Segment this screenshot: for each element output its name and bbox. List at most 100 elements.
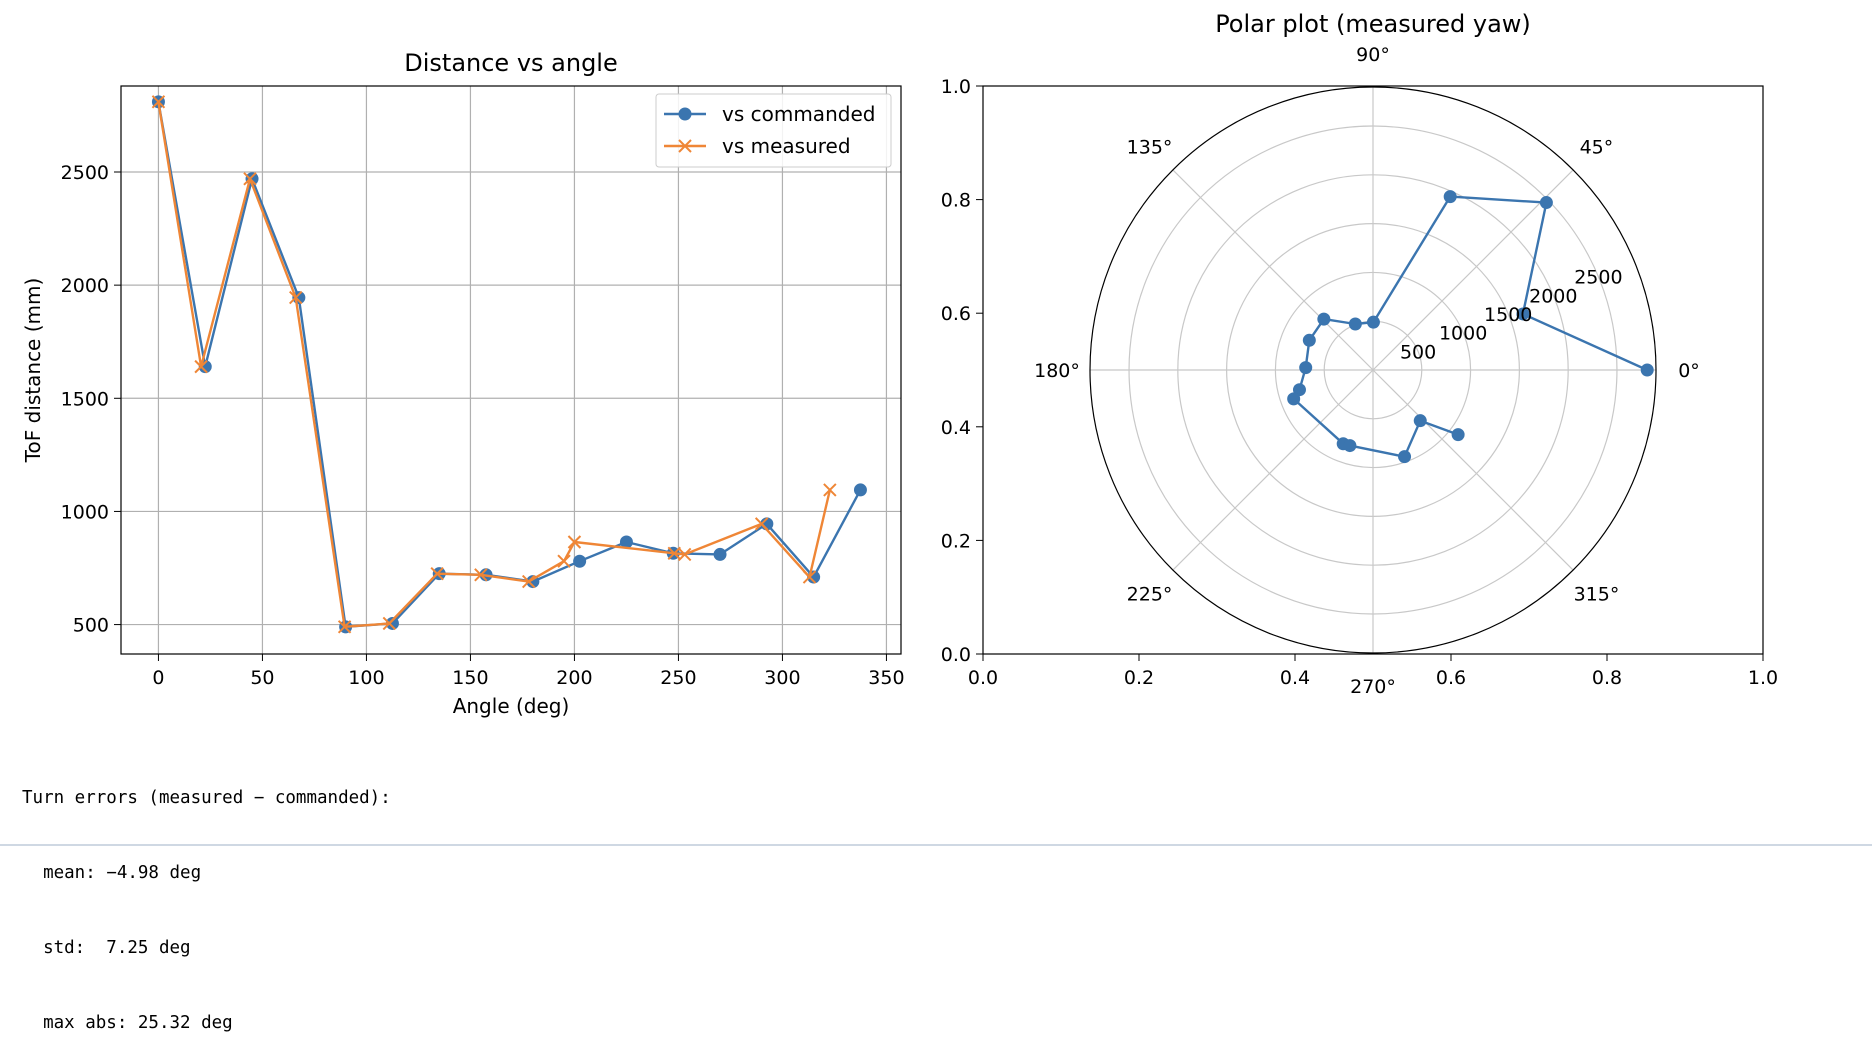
- legend-label-commanded: vs commanded: [722, 102, 875, 126]
- data-point-commanded: [713, 547, 727, 561]
- legend-label-measured: vs measured: [722, 134, 851, 158]
- data-point-measured: [557, 554, 571, 568]
- polar-chart-title: Polar plot (measured yaw): [1215, 10, 1531, 38]
- x-tick-label: 350: [868, 667, 904, 689]
- output-divider: [0, 844, 1872, 846]
- data-point-measured: [151, 95, 166, 109]
- polar-data-point: [1443, 190, 1457, 204]
- polar-data-point: [1398, 450, 1412, 464]
- frame-x-tick-label: 0.2: [1124, 667, 1154, 689]
- frame-y-tick-label: 0.2: [941, 530, 971, 552]
- legend-marker-commanded: [678, 107, 692, 121]
- polar-labels: 0°45°90°135°180°225°270°315°500100015002…: [1034, 44, 1700, 698]
- output-line: mean: −4.98 deg: [22, 863, 202, 883]
- frame-y-tick-label: 0.0: [941, 644, 971, 666]
- output-line: max abs: 25.32 deg: [22, 1013, 233, 1033]
- frame-x-tick-label: 0.0: [968, 667, 998, 689]
- left-series: [151, 95, 867, 634]
- frame-x-tick-label: 1.0: [1748, 667, 1778, 689]
- polar-data-point: [1640, 363, 1654, 377]
- figure: 0 50 100 150 200 250 300 3505001000150020002500…: [21, 10, 1778, 718]
- polar-frame: [982, 85, 1764, 655]
- left-axes-frame: [120, 85, 902, 655]
- frame-x-tick-label: 0.4: [1280, 667, 1310, 689]
- data-point-measured: [382, 616, 397, 631]
- left-ticks: 0 50 100 150 200 250 300 350 500 1000 1500 2000 2500: [61, 162, 905, 689]
- data-point-measured: [289, 290, 303, 305]
- frame-x-tick-label: 0.8: [1592, 667, 1622, 689]
- x-tick-label: 100: [348, 667, 384, 689]
- x-tick-label: 250: [660, 667, 696, 689]
- frame-y-tick-label: 0.6: [941, 303, 971, 325]
- frame-y-tick-label: 0.8: [941, 190, 971, 212]
- legend: vs commanded vs measured: [655, 93, 892, 168]
- data-point-measured: [677, 547, 692, 562]
- left-grid: [121, 86, 901, 654]
- polar-data-point: [1317, 312, 1331, 326]
- x-tick-label: 150: [452, 667, 488, 689]
- data-point-commanded: [619, 535, 633, 549]
- polar-outer-circle: [1089, 86, 1657, 654]
- y-tick-label: 1000: [61, 501, 109, 523]
- theta-tick-label: 135°: [1127, 137, 1173, 159]
- data-point-measured: [194, 359, 208, 374]
- r-tick-label: 1000: [1439, 323, 1487, 345]
- y-tick-label: 2000: [61, 275, 109, 297]
- data-point-measured: [430, 566, 444, 581]
- x-tick-label: 200: [556, 667, 592, 689]
- frame-x-tick-label: 0.6: [1436, 667, 1466, 689]
- angular-gridline: [1172, 169, 1374, 371]
- theta-tick-label: 90°: [1356, 44, 1390, 66]
- y-tick-label: 500: [73, 615, 109, 637]
- polar-data-point: [1366, 315, 1380, 329]
- legend-marker-measured: [678, 139, 692, 153]
- left-y-axis-label: ToF distance (mm): [21, 278, 45, 464]
- polar-data-point: [1413, 414, 1427, 428]
- data-point-commanded: [385, 616, 399, 630]
- angular-gridline: [1172, 369, 1374, 571]
- r-tick-label: 500: [1400, 341, 1436, 363]
- theta-tick-label: 270°: [1350, 676, 1396, 698]
- theta-tick-label: 0°: [1678, 360, 1700, 382]
- polar-data-point: [1343, 439, 1357, 453]
- data-point-measured: [474, 568, 488, 582]
- output-line: Turn errors (measured − commanded):: [22, 788, 391, 808]
- data-point-measured: [754, 517, 769, 531]
- angular-gridline: [1372, 369, 1574, 571]
- distance-chart: 0 50 100 150 200 250 300 350 500 1000 1500 2000 2500…: [21, 49, 905, 718]
- x-tick-label: 50: [250, 667, 274, 689]
- data-point-measured: [567, 535, 582, 549]
- polar-series: [1287, 190, 1654, 464]
- y-tick-label: 1500: [61, 388, 109, 410]
- left-chart-title: Distance vs angle: [404, 49, 618, 77]
- polar-series-line: [1292, 195, 1648, 458]
- polar-chart: 0.0 0.2 0.4 0.6 0.8 1.0 0.0 0.2 0.4 0.6 0.8 1.0 0° 4…: [941, 10, 1778, 698]
- data-point-measured: [823, 483, 837, 497]
- x-tick-label: 300: [764, 667, 800, 689]
- polar-data-point: [1302, 333, 1316, 347]
- legend-box: [655, 93, 892, 168]
- polar-frame-ticks: 0.0 0.2 0.4 0.6 0.8 1.0 0.0 0.2 0.4 0.6 0.8 1.0: [941, 76, 1778, 689]
- data-point-measured: [243, 172, 257, 186]
- theta-tick-label: 45°: [1580, 137, 1614, 159]
- data-point-measured: [337, 620, 352, 634]
- data-point-measured: [802, 570, 817, 584]
- console-output: Turn errors (measured − commanded): mean…: [22, 736, 391, 1061]
- theta-tick-label: 315°: [1574, 583, 1620, 605]
- r-tick-label: 1500: [1484, 304, 1532, 326]
- theta-tick-label: 180°: [1034, 360, 1080, 382]
- data-point-measured: [521, 574, 536, 589]
- polar-data-point: [1299, 361, 1313, 375]
- series-line-commanded: [157, 101, 862, 628]
- polar-data-point: [1348, 317, 1362, 331]
- theta-tick-label: 225°: [1127, 583, 1173, 605]
- polar-grid: [1090, 87, 1656, 653]
- r-tick-label: 2000: [1529, 285, 1577, 307]
- polar-data-point: [1287, 392, 1301, 406]
- left-x-axis-label: Angle (deg): [453, 694, 570, 718]
- r-tick-label: 2500: [1574, 267, 1622, 289]
- polar-data-point: [1516, 307, 1530, 321]
- data-point-commanded: [573, 554, 587, 568]
- data-point-commanded: [853, 483, 867, 497]
- output-line: std: 7.25 deg: [22, 938, 191, 958]
